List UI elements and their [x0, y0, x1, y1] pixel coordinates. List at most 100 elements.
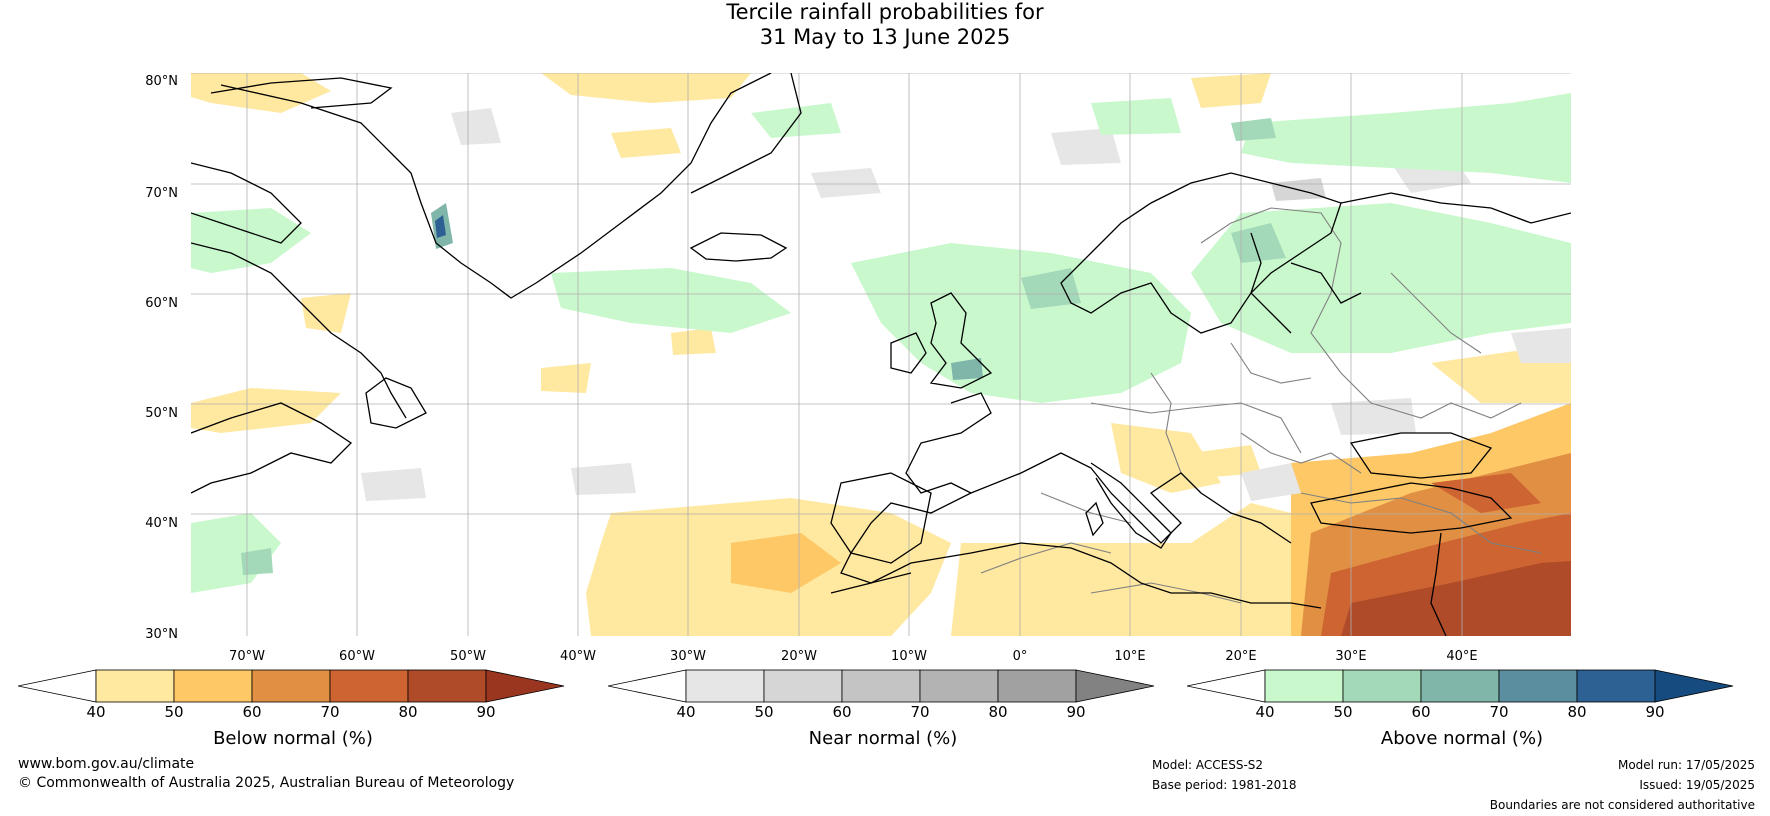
lat-label: 70°N [145, 186, 178, 201]
turkey-coast [1310, 482, 1513, 534]
colorbar-tick-label: 40 [86, 703, 106, 721]
near-normal-area [451, 108, 501, 145]
below-normal-area [191, 73, 331, 113]
finland-coast [1290, 262, 1362, 304]
lat-label: 60°N [145, 296, 178, 311]
above-normal-area [551, 268, 791, 333]
colorbar-near-normal [608, 669, 1155, 703]
greenland-north-coast [210, 77, 393, 109]
colorbar-extend-low [608, 669, 687, 703]
colorbar-segment [841, 669, 921, 703]
website-text: www.bom.gov.au/climate [18, 756, 195, 772]
colorbar-extend-high [1654, 669, 1734, 703]
colorbar-tick-label: 80 [1567, 703, 1587, 721]
model-text: Model: ACCESS-S2 [1152, 758, 1264, 772]
black-sea-coast [1349, 432, 1493, 479]
colorbar-extend-low [18, 669, 97, 703]
colorbar-segment [1420, 669, 1500, 703]
below-normal-area [611, 128, 681, 158]
colorbar-tick-label: 80 [988, 703, 1008, 721]
colorbar-tick-label: 50 [1333, 703, 1353, 721]
colorbar-segment [251, 669, 331, 703]
lon-label: 30°E [1335, 649, 1367, 664]
colorbar-tick-label: 90 [476, 703, 496, 721]
colorbar-segment [329, 669, 409, 703]
colorbar-tick-label: 60 [1411, 703, 1431, 721]
below-normal-area [301, 293, 351, 333]
near-normal-area [811, 168, 881, 198]
scandinavia-coast [1060, 172, 1342, 334]
colorbar-segment [763, 669, 843, 703]
above-normal-area [1231, 118, 1276, 141]
above-normal-areas [191, 93, 1571, 593]
coastlines [191, 73, 1571, 636]
colorbar-tick-label: 50 [754, 703, 774, 721]
graticule [191, 73, 1571, 636]
title-line-1: Tercile rainfall probabilities for [726, 0, 1044, 24]
labrador-coast [191, 242, 407, 419]
above-normal-area [951, 358, 983, 380]
near-normal-areas [361, 108, 1571, 501]
colorbar-segment [1498, 669, 1578, 703]
below-normal-area [1111, 423, 1221, 493]
colorbar-segment [407, 669, 487, 703]
lon-label: 10°W [891, 649, 927, 664]
newfoundland-coast [365, 377, 427, 429]
lon-label: 10°E [1114, 649, 1146, 664]
below-normal-area [671, 328, 716, 355]
colorbar-segment [95, 669, 175, 703]
colorbar-tick-label: 60 [242, 703, 262, 721]
italy-coast [1090, 462, 1172, 549]
europe-west-coast [840, 392, 992, 584]
near-normal-area [1511, 328, 1571, 363]
model-run-text: Model run: 17/05/2025 [1617, 758, 1755, 772]
colorbar-tick-label: 70 [320, 703, 340, 721]
colorbar-tick-label: 40 [676, 703, 696, 721]
lon-label: 40°E [1446, 649, 1478, 664]
colorbar-segment [173, 669, 253, 703]
lon-label: 50°W [450, 649, 486, 664]
colorbar-below-normal [18, 669, 565, 703]
colorbar-tick-label: 80 [398, 703, 418, 721]
base-period-text: Base period: 1981-2018 [1152, 778, 1297, 792]
near-normal-area [1051, 128, 1121, 165]
colorbar-tick-label: 50 [164, 703, 184, 721]
near-normal-area [571, 463, 636, 495]
colorbar-tick-label: 90 [1066, 703, 1086, 721]
below-normal-area [1191, 445, 1261, 478]
colorbar-tick-label: 40 [1255, 703, 1275, 721]
colorbar-above-normal [1187, 669, 1734, 703]
colorbar-segment [997, 669, 1077, 703]
map-title: Tercile rainfall probabilities for 31 Ma… [0, 0, 1770, 50]
above-normal-area [851, 243, 1191, 403]
lon-label: 40°W [560, 649, 596, 664]
iberia-coast [830, 472, 932, 564]
above-normal-area [1191, 203, 1571, 353]
below-normal-area [541, 363, 591, 393]
colorbar-title-near: Near normal (%) [808, 728, 958, 749]
near-normal-area [1331, 398, 1416, 435]
issued-text: Issued: 19/05/2025 [1639, 778, 1755, 792]
colorbar-segment [1342, 669, 1422, 703]
lon-label: 0° [1012, 649, 1028, 664]
disclaimer-text: Boundaries are not considered authoritat… [1489, 798, 1755, 812]
below-normal-area [541, 73, 751, 103]
lon-label: 60°W [339, 649, 375, 664]
below-normal-area [1341, 561, 1571, 636]
colorbar-extend-high [485, 669, 565, 703]
below-normal-area [191, 388, 341, 433]
lon-label: 20°E [1225, 649, 1257, 664]
colorbar-segment [919, 669, 999, 703]
russia-north-coast [1340, 192, 1571, 224]
baffin-coast [191, 162, 302, 244]
colorbar-segment [1264, 669, 1344, 703]
near-normal-area [1241, 463, 1301, 501]
above-normal-area [191, 208, 311, 273]
colorbar-segment [685, 669, 765, 703]
greenland-east-coast [690, 73, 802, 194]
lat-label: 30°N [145, 627, 178, 642]
colorbar-tick-label: 60 [832, 703, 852, 721]
ireland-coast [890, 332, 927, 374]
above-normal-area [1241, 93, 1571, 183]
sardinia-coast [1085, 501, 1104, 537]
